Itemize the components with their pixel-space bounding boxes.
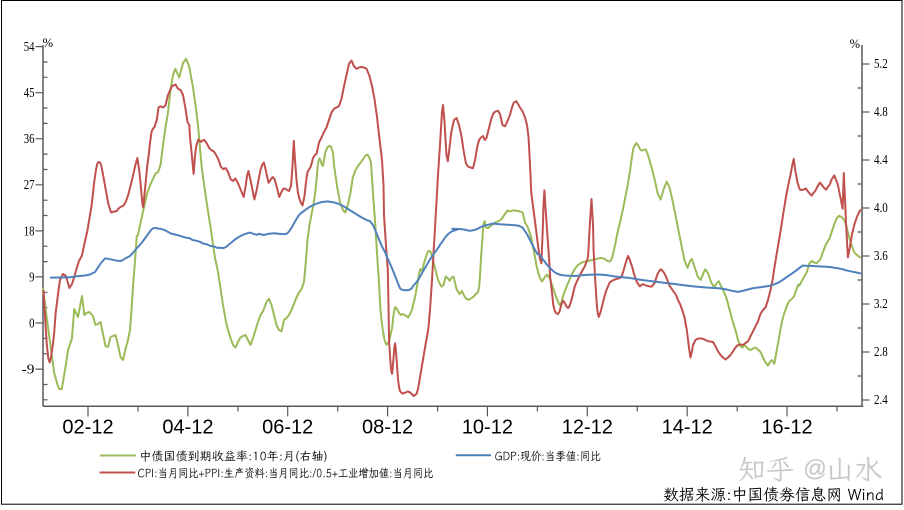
svg-text:02-12: 02-12 xyxy=(62,417,113,439)
svg-text:54: 54 xyxy=(24,39,35,54)
svg-text:4.8: 4.8 xyxy=(874,104,888,119)
svg-text:06-12: 06-12 xyxy=(262,417,313,439)
svg-text:12-12: 12-12 xyxy=(562,417,613,439)
svg-text:10-12: 10-12 xyxy=(462,417,513,439)
svg-text:04-12: 04-12 xyxy=(162,417,213,439)
svg-text:%: % xyxy=(850,37,860,51)
svg-text:08-12: 08-12 xyxy=(362,417,413,439)
svg-text:14-12: 14-12 xyxy=(662,417,713,439)
svg-text:3.6: 3.6 xyxy=(874,248,888,263)
svg-text:5.2: 5.2 xyxy=(874,56,888,71)
svg-text:18: 18 xyxy=(24,223,35,238)
svg-text:27: 27 xyxy=(24,177,35,192)
svg-text:16-12: 16-12 xyxy=(761,417,812,439)
svg-text:4.4: 4.4 xyxy=(874,152,888,167)
svg-text:2.8: 2.8 xyxy=(874,344,888,359)
svg-text:4.0: 4.0 xyxy=(874,200,888,215)
svg-text:%: % xyxy=(43,36,53,50)
svg-text:9: 9 xyxy=(29,269,35,284)
svg-text:36: 36 xyxy=(24,131,35,146)
svg-text:-9: -9 xyxy=(22,362,35,377)
svg-text:2.4: 2.4 xyxy=(874,392,888,407)
svg-text:45: 45 xyxy=(24,85,35,100)
svg-text:0: 0 xyxy=(29,315,35,330)
svg-text:3.2: 3.2 xyxy=(874,296,888,311)
